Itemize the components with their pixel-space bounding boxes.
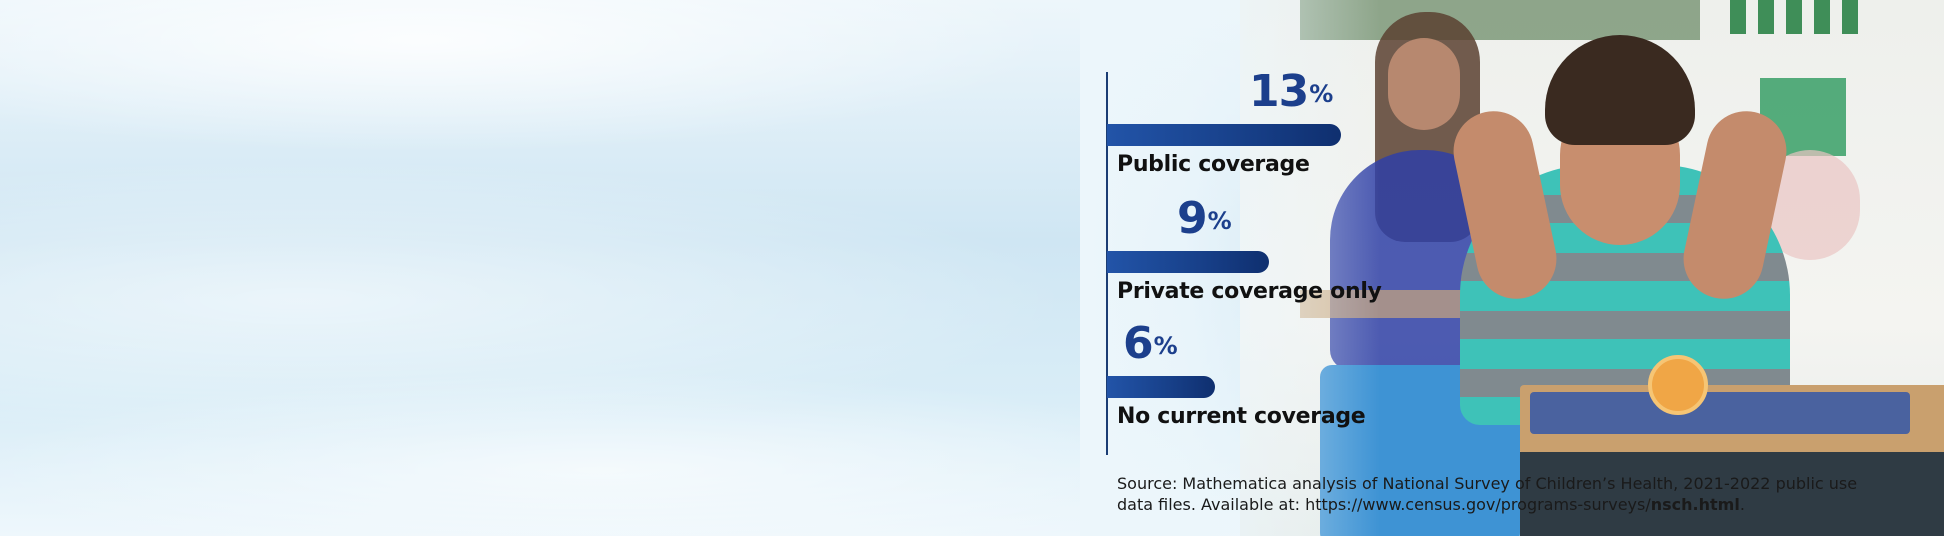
bar [1107, 124, 1341, 146]
source-note: Source: Mathematica analysis of National… [1117, 473, 1877, 515]
percent-sign: % [1309, 80, 1333, 108]
value-number: 9 [1177, 193, 1208, 244]
value-number: 13 [1249, 66, 1309, 117]
bar [1107, 251, 1269, 273]
bar [1107, 376, 1215, 398]
value-number: 6 [1123, 318, 1154, 369]
percent-sign: % [1207, 207, 1232, 235]
student-girl-face [1388, 38, 1460, 130]
percent-sign: % [1153, 332, 1178, 360]
circuit-kit [1530, 392, 1910, 434]
category-label: No current coverage [1117, 404, 1366, 429]
source-text: Source: Mathematica analysis of National… [1117, 474, 1858, 514]
category-label: Private coverage only [1117, 279, 1382, 304]
coverage-bar-chart: 13% Public coverage 9% Private coverage onl… [1100, 70, 1520, 460]
value-label: 6% [1123, 322, 1178, 366]
source-suffix: . [1739, 495, 1745, 514]
value-label: 13% [1249, 70, 1333, 114]
source-link-bold: nsch.html [1650, 495, 1740, 514]
value-label: 9% [1177, 197, 1232, 241]
category-label: Public coverage [1117, 152, 1310, 177]
student-boy-hair [1545, 35, 1695, 145]
circuit-meter [1648, 355, 1708, 415]
